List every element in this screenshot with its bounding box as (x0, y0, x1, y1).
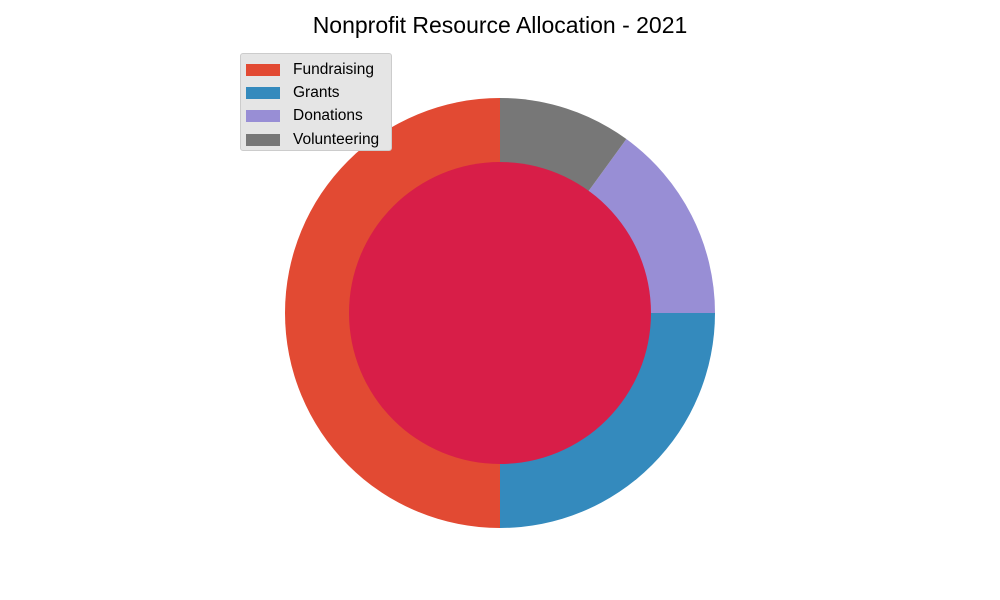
legend-label: Grants (293, 83, 340, 101)
legend-label: Donations (293, 107, 363, 125)
legend-item-donations: Donations (246, 105, 391, 128)
legend-swatch (246, 110, 280, 123)
legend-item-fundraising: Fundraising (246, 58, 391, 81)
chart-title: Nonprofit Resource Allocation - 2021 (312, 12, 688, 38)
legend-label: Fundraising (293, 60, 374, 78)
legend-swatch (246, 63, 280, 76)
legend-label: Volunteering (293, 130, 380, 148)
legend-item-volunteering: Volunteering (246, 128, 391, 151)
legend: Fundraising Grants Donations Volunteering (240, 53, 392, 151)
legend-item-grants: Grants (246, 81, 391, 104)
legend-swatch (246, 133, 280, 146)
donut-center (349, 162, 651, 464)
legend-swatch (246, 86, 280, 99)
